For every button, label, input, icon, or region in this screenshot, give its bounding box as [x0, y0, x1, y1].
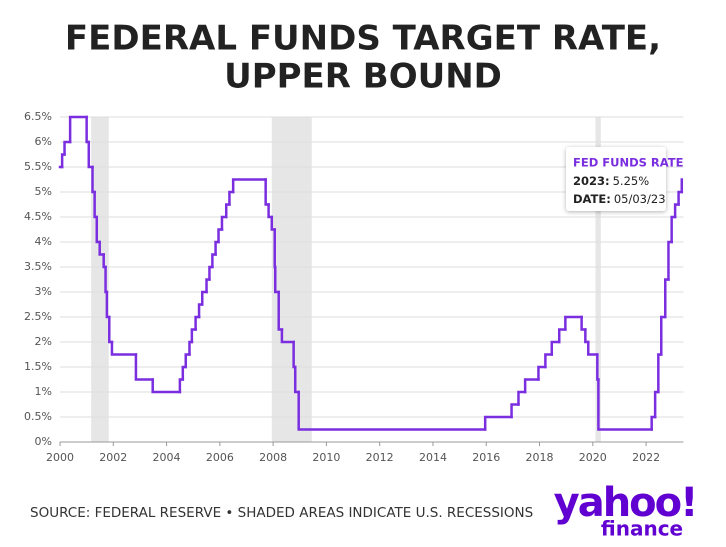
- y-tick-label: 2.5%: [24, 310, 52, 323]
- rate-step: [584, 328, 590, 344]
- rate-step: [231, 178, 267, 194]
- rate-step: [280, 328, 295, 344]
- rate-step: [510, 403, 520, 419]
- rate-step: [104, 265, 109, 294]
- x-tick-label: 2014: [419, 451, 447, 464]
- y-tick-label: 6.5%: [24, 110, 52, 123]
- rate-step: [523, 378, 540, 394]
- y-tick-label: 1%: [35, 385, 52, 398]
- tooltip-title: FED FUNDS RATE: [573, 156, 684, 170]
- rate-step: [214, 240, 220, 256]
- y-tick-label: 3%: [35, 285, 52, 298]
- rate-step: [98, 240, 105, 256]
- rate-step: [60, 153, 66, 169]
- x-tick-label: 2006: [206, 451, 234, 464]
- rate-step: [660, 315, 667, 356]
- rate-step: [184, 353, 191, 369]
- y-tick-label: 5.5%: [24, 160, 52, 173]
- rate-step: [597, 378, 653, 431]
- rate-step: [205, 278, 211, 294]
- rate-step: [217, 228, 224, 244]
- rate-step: [211, 253, 217, 269]
- y-tick-label: 1.5%: [24, 360, 52, 373]
- rate-step: [151, 378, 182, 394]
- y-tick-label: 2%: [35, 335, 52, 348]
- rate-step: [108, 315, 114, 344]
- logo: yahoo!: [554, 480, 697, 526]
- rate-step: [228, 190, 235, 206]
- y-tick-label: 4%: [35, 235, 52, 248]
- x-tick-label: 2002: [99, 451, 127, 464]
- x-tick-label: 2010: [312, 451, 340, 464]
- plot-area: 0% 0.5% 1% 1.5% 2% 2.5% 3% 3.5% 4% 4.5% 5% 5.5% 6% 6.…: [24, 110, 684, 464]
- rate-step: [194, 315, 201, 331]
- rate-step: [68, 115, 88, 144]
- tooltip-box: [566, 147, 666, 211]
- rate-step: [587, 340, 599, 356]
- rate-step: [267, 203, 274, 219]
- y-tick-label: 5%: [35, 185, 52, 198]
- y-tick-label: 0%: [35, 435, 52, 448]
- y-tick-label: 0.5%: [24, 410, 52, 423]
- chart-title: UPPER BOUND: [224, 57, 502, 97]
- rate-step: [657, 353, 663, 394]
- tooltip-label: DATE:: [573, 192, 611, 206]
- source-note: SOURCE: FEDERAL RESERVE • SHADED AREAS I…: [30, 505, 533, 521]
- rate-step: [673, 203, 680, 219]
- rate-step: [85, 115, 91, 144]
- rate-step: [557, 328, 567, 344]
- x-tick-label: 2004: [153, 451, 181, 464]
- x-tick-label: 2016: [472, 451, 500, 464]
- rate-step: [544, 353, 554, 369]
- rate-step: [224, 203, 231, 219]
- rate-step: [110, 340, 138, 356]
- rate-step: [63, 140, 72, 156]
- logo-sub: finance: [601, 517, 683, 541]
- x-tick-label: 2018: [526, 451, 554, 464]
- x-tick-label: 2000: [46, 451, 74, 464]
- rate-step: [190, 328, 197, 344]
- rate-step: [670, 215, 677, 244]
- recession-band: [271, 117, 312, 442]
- rate-step: [564, 315, 583, 331]
- tooltip-line: DATE: 05/03/23: [573, 192, 666, 206]
- rate-step: [197, 303, 204, 319]
- y-tick-label: 3.5%: [24, 260, 52, 273]
- rate-step: [653, 390, 660, 419]
- x-tick-label: 2020: [579, 451, 607, 464]
- rate-step: [667, 240, 673, 281]
- tooltip-value: 05/03/23: [614, 192, 666, 206]
- tooltip-value: 5.25%: [613, 174, 650, 188]
- y-tick-label: 4.5%: [24, 210, 52, 223]
- rate-step: [208, 265, 214, 281]
- rate-step: [178, 378, 185, 394]
- rate-step: [517, 390, 527, 406]
- rate-step: [273, 228, 277, 269]
- recession-band: [595, 117, 601, 442]
- rate-step: [550, 340, 561, 356]
- rate-step: [537, 365, 547, 381]
- rate-step: [201, 290, 208, 306]
- rate-step: [650, 415, 657, 431]
- rate-step: [188, 340, 194, 356]
- rate-step: [181, 365, 187, 381]
- rate-step: [220, 215, 228, 231]
- chart-title: FEDERAL FUNDS TARGET RATE,: [65, 19, 661, 59]
- rate-step: [297, 390, 487, 431]
- rate-step: [105, 290, 111, 319]
- rate-step: [664, 278, 670, 319]
- x-tick-label: 2012: [366, 451, 394, 464]
- y-tick-label: 6%: [35, 135, 52, 148]
- x-tick-label: 2022: [632, 451, 660, 464]
- tooltip-label: 2023:: [573, 174, 610, 188]
- rate-step: [580, 315, 587, 331]
- rate-step: [134, 353, 154, 381]
- rate-step: [596, 353, 600, 381]
- tooltip-line: 2023: 5.25%: [573, 174, 649, 188]
- rate-step: [483, 415, 513, 431]
- x-tick-label: 2008: [259, 451, 287, 464]
- rate-step: [677, 190, 684, 206]
